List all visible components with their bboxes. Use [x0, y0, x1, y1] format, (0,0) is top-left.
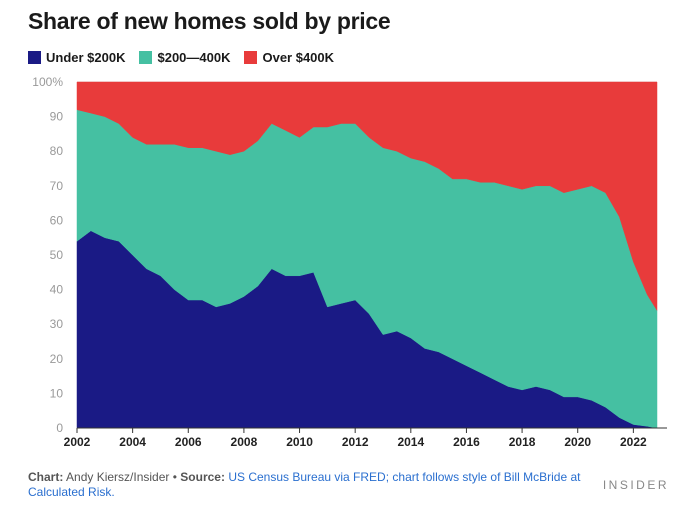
- y-tick-label-30: 30: [50, 317, 64, 331]
- x-tick-label-2020: 2020: [564, 435, 591, 449]
- y-tick-label-10: 10: [50, 386, 64, 400]
- source-label: Source:: [180, 470, 225, 484]
- legend: Under $200K $200—400K Over $400K: [28, 50, 348, 65]
- legend-swatch-200-400k: [139, 51, 153, 64]
- y-tick-label-70: 70: [50, 179, 64, 193]
- y-tick-label-90: 90: [50, 110, 64, 124]
- y-tick-label-100: 100%: [32, 75, 63, 89]
- footer-credits: Chart: Andy Kiersz/Insider • Source: US …: [28, 470, 588, 500]
- y-tick-label-20: 20: [50, 352, 64, 366]
- x-tick-label-2018: 2018: [509, 435, 536, 449]
- y-tick-label-50: 50: [50, 248, 64, 262]
- x-tick-label-2002: 2002: [64, 435, 91, 449]
- y-tick-label-60: 60: [50, 213, 64, 227]
- stacked-area-chart: 0 10 20 30 40 50 60 70 80 90 100% 2002 2004 2006 2008 2…: [32, 75, 667, 449]
- insider-logo: INSIDER: [602, 478, 669, 492]
- source-link[interactable]: US Census Bureau via FRED; chart follows…: [28, 470, 581, 499]
- x-tick-label-2022: 2022: [620, 435, 647, 449]
- chart-title: Share of new homes sold by price: [28, 8, 391, 34]
- x-tick-label-2012: 2012: [342, 435, 369, 449]
- x-tick-label-2008: 2008: [231, 435, 258, 449]
- legend-swatch-over-400k: [244, 51, 258, 64]
- legend-swatch-under-200k: [28, 51, 41, 64]
- legend-label-over-400k: Over $400K: [262, 50, 335, 65]
- plot-area: [76, 81, 658, 429]
- x-tick-label-2010: 2010: [286, 435, 313, 449]
- footer-bullet: •: [172, 470, 177, 484]
- y-tick-label-80: 80: [50, 144, 64, 158]
- legend-label-200-400k: $200—400K: [157, 50, 231, 65]
- legend-item-200-400k: $200—400K: [139, 50, 230, 65]
- legend-item-over-400k: Over $400K: [244, 50, 334, 65]
- x-tick-label-2016: 2016: [453, 435, 480, 449]
- y-tick-label-0: 0: [56, 421, 63, 435]
- legend-label-under-200k: Under $200K: [46, 50, 126, 65]
- axes: 0 10 20 30 40 50 60 70 80 90 100% 2002 2004 2006 2008 2…: [32, 75, 667, 449]
- area-over-400k: [76, 81, 658, 312]
- x-tick-label-2006: 2006: [175, 435, 202, 449]
- chart-credit-label: Chart:: [28, 470, 64, 484]
- x-tick-label-2004: 2004: [119, 435, 146, 449]
- y-tick-label-40: 40: [50, 283, 64, 297]
- x-tick-label-2014: 2014: [397, 435, 424, 449]
- chart-credit-author: Andy Kiersz/Insider: [66, 470, 170, 484]
- legend-item-under-200k: Under $200K: [28, 50, 125, 65]
